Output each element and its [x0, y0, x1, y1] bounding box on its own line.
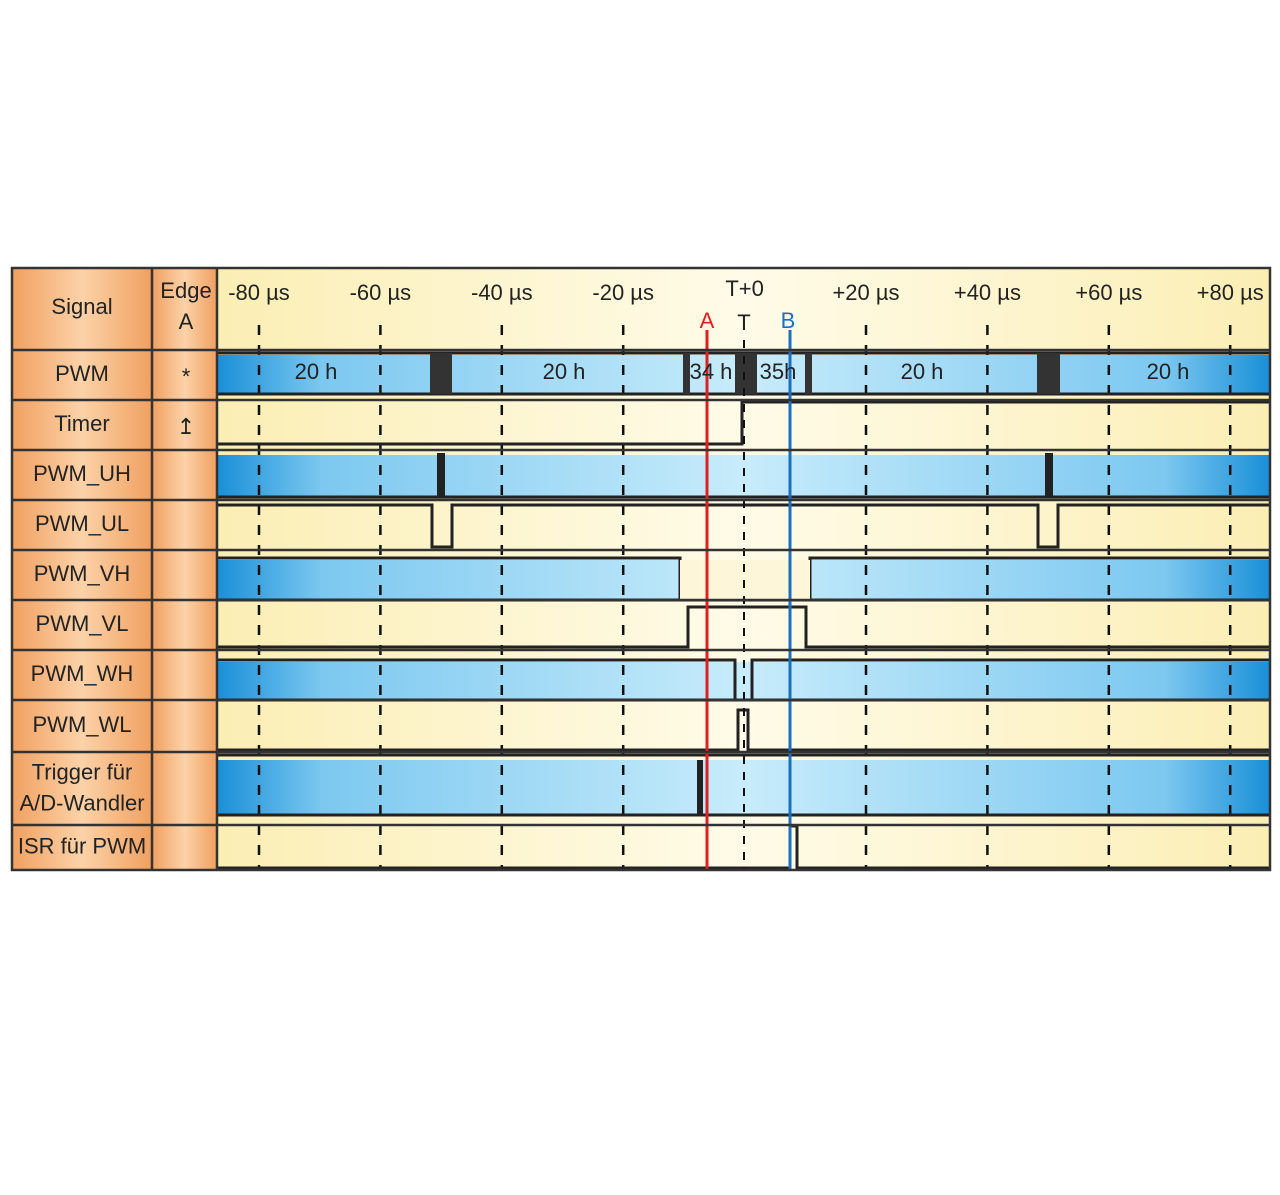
signal-name: PWM_WL: [33, 712, 132, 737]
header-edge: Edge: [160, 278, 211, 303]
time-label: +40 µs: [954, 280, 1021, 305]
time-label: +80 µs: [1197, 280, 1264, 305]
signal-name: PWM_UL: [35, 511, 129, 536]
signal-name: A/D-Wandler: [19, 790, 144, 815]
signal-name: PWM_VL: [36, 611, 129, 636]
signal-name: PWM: [55, 361, 109, 386]
signal-name: PWM_WH: [31, 661, 134, 686]
signal-name: PWM_VH: [34, 561, 131, 586]
bus-value: 20 h: [295, 359, 338, 384]
signal-name: Timer: [54, 411, 109, 436]
time-label: +20 µs: [832, 280, 899, 305]
bus-value: 20 h: [543, 359, 586, 384]
signal-name: ISR für PWM: [18, 833, 146, 858]
bus-value: 20 h: [901, 359, 944, 384]
bus-value: 20 h: [1147, 359, 1190, 384]
cursor-label: B: [781, 308, 796, 333]
signal-name: PWM_UH: [33, 461, 131, 486]
bus-value: 35h: [760, 359, 797, 384]
time-label: -40 µs: [471, 280, 533, 305]
row-borders: [10, 266, 1272, 872]
cursor-label: T: [737, 310, 750, 335]
header-signal: Signal: [51, 294, 112, 319]
waveforms: [217, 330, 1270, 870]
time-label: -80 µs: [228, 280, 290, 305]
header-edge: A: [179, 309, 194, 334]
cursor-label: A: [700, 308, 715, 333]
edge-setting: ↥: [177, 414, 195, 439]
time-label: +60 µs: [1075, 280, 1142, 305]
signal-name: Trigger für: [32, 759, 133, 784]
background: [12, 268, 1270, 870]
time-label: -60 µs: [350, 280, 412, 305]
edge-setting: *: [182, 364, 191, 389]
time-label: -20 µs: [592, 280, 654, 305]
time-label: T+0: [725, 276, 764, 301]
bus-value: 34 h: [690, 359, 733, 384]
